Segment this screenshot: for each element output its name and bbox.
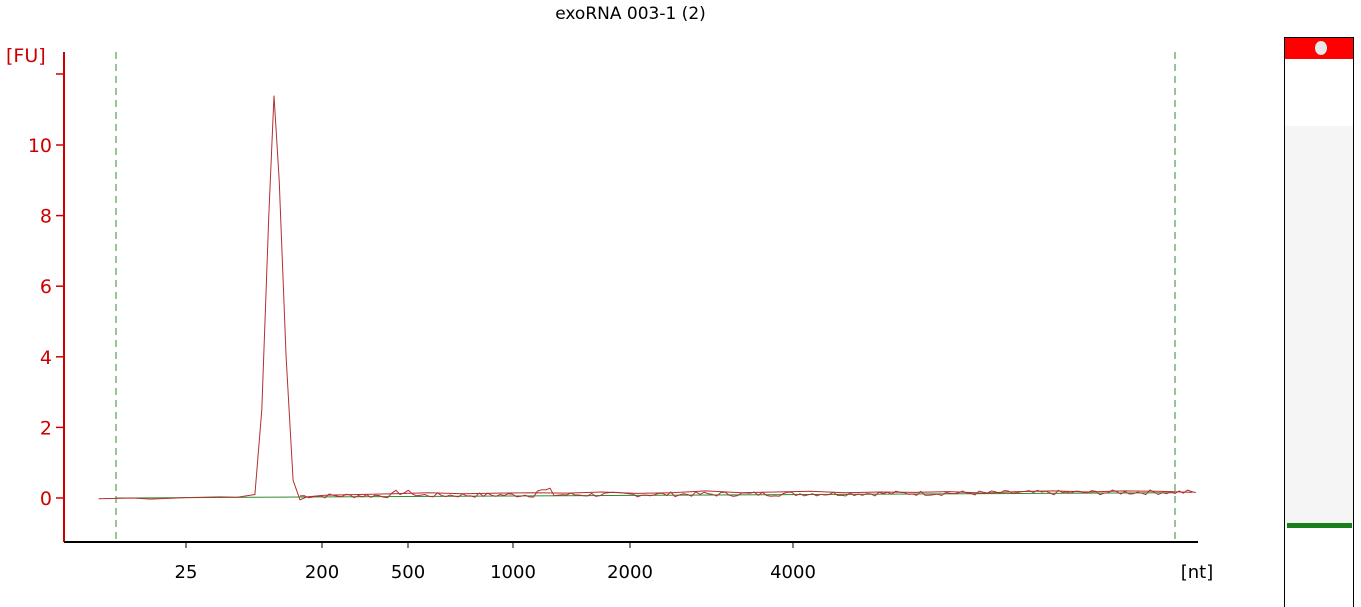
x-tick-label: 1000 <box>490 562 536 583</box>
x-axis-label: [nt] <box>1181 562 1214 583</box>
marker-lines <box>115 52 1176 542</box>
y-axis-label: [FU] <box>6 45 46 67</box>
gel-marker-band <box>1285 38 1353 59</box>
sample-trace-noise <box>299 487 1196 499</box>
x-tick-label: 2000 <box>607 562 653 583</box>
y-tick-label: 8 <box>40 206 52 228</box>
chart-title: exoRNA 003-1 (2) <box>555 4 706 24</box>
gel-smear <box>1285 126 1353 526</box>
x-tick-label: 4000 <box>770 562 816 583</box>
x-tick-label: 25 <box>175 562 198 583</box>
x-tick-label: 200 <box>305 562 339 583</box>
traces <box>98 95 1196 501</box>
y-tick-label: 6 <box>40 276 52 298</box>
y-tick-label: 10 <box>28 135 52 157</box>
y-tick-label: 2 <box>40 417 52 439</box>
axis-labels: 0 2 4 6 8 10 [FU] 25 200 500 1000 2000 4000 [nt] <box>6 45 1213 583</box>
gel-marker-spot <box>1315 41 1327 55</box>
gel-sample-band <box>1287 523 1352 528</box>
y-tick-label: 4 <box>40 347 52 369</box>
electropherogram-plot: 0 2 4 6 8 10 [FU] 25 200 500 1000 2000 4000 [nt] <box>6 45 1213 583</box>
gel-lane <box>1284 37 1354 607</box>
sample-trace <box>98 95 1193 501</box>
y-tick-label: 0 <box>40 488 52 510</box>
x-tick-label: 500 <box>391 562 425 583</box>
axes <box>56 52 1198 548</box>
